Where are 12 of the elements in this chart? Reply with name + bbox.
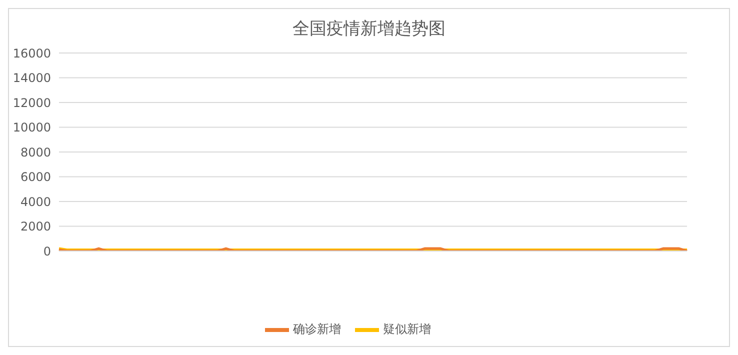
y-tick-label: 0: [43, 244, 51, 258]
y-tick-label: 16000: [12, 46, 51, 60]
y-tick-label: 4000: [20, 194, 51, 209]
legend-label: 确诊新增: [293, 321, 341, 338]
chart-title: 全国疫情新增趋势图: [292, 18, 446, 41]
y-tick-label: 12000: [12, 96, 51, 110]
legend-label: 疑似新增: [383, 321, 431, 338]
y-tick-label: 6000: [20, 170, 51, 184]
y-tick-label: 2000: [20, 220, 51, 234]
y-tick-label: 8000: [20, 145, 51, 160]
y-tick-label: 10000: [12, 120, 51, 135]
y-tick-label: 14000: [12, 71, 51, 86]
